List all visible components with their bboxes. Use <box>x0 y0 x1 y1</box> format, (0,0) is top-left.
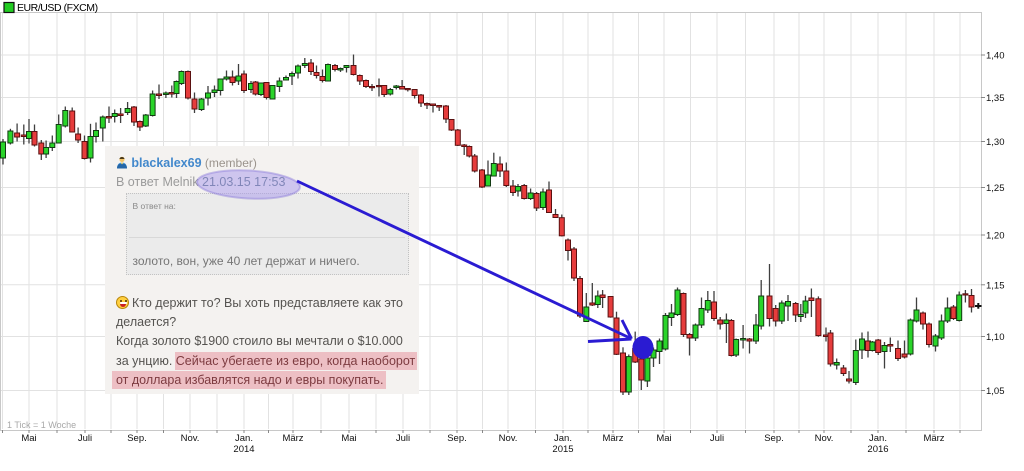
svg-text:1,30: 1,30 <box>986 137 1005 148</box>
svg-text:Nov.: Nov. <box>499 433 518 444</box>
svg-text:Sep.: Sep. <box>127 433 147 444</box>
svg-text:Nov.: Nov. <box>815 433 834 444</box>
svg-text:2014: 2014 <box>233 444 254 455</box>
svg-text:1,10: 1,10 <box>986 332 1005 343</box>
svg-text:Sep.: Sep. <box>764 433 784 444</box>
svg-text:1,15: 1,15 <box>986 280 1005 291</box>
svg-text:Mai: Mai <box>21 433 36 444</box>
svg-text:Mai: Mai <box>341 433 356 444</box>
svg-text:Jan.: Jan. <box>869 433 887 444</box>
svg-text:Mai: Mai <box>656 433 671 444</box>
svg-text:2016: 2016 <box>867 444 888 455</box>
svg-text:1,20: 1,20 <box>986 231 1005 242</box>
svg-text:1,25: 1,25 <box>986 183 1005 194</box>
svg-text:Sep.: Sep. <box>447 433 467 444</box>
svg-text:Juli: Juli <box>78 433 92 444</box>
svg-text:Jan.: Jan. <box>235 433 253 444</box>
svg-text:März: März <box>602 433 623 444</box>
svg-text:EUR/USD (FXCM): EUR/USD (FXCM) <box>17 2 98 14</box>
svg-text:1 Tick = 1 Woche: 1 Tick = 1 Woche <box>7 420 76 430</box>
svg-text:Nov.: Nov. <box>181 433 200 444</box>
svg-text:2015: 2015 <box>552 444 573 455</box>
svg-text:1,05: 1,05 <box>986 386 1005 397</box>
svg-text:Juli: Juli <box>396 433 410 444</box>
svg-text:1,35: 1,35 <box>986 93 1005 104</box>
svg-text:Jan.: Jan. <box>554 433 572 444</box>
svg-text:Juli: Juli <box>710 433 724 444</box>
svg-text:März: März <box>923 433 944 444</box>
svg-text:1,40: 1,40 <box>986 51 1005 62</box>
svg-text:März: März <box>282 433 303 444</box>
